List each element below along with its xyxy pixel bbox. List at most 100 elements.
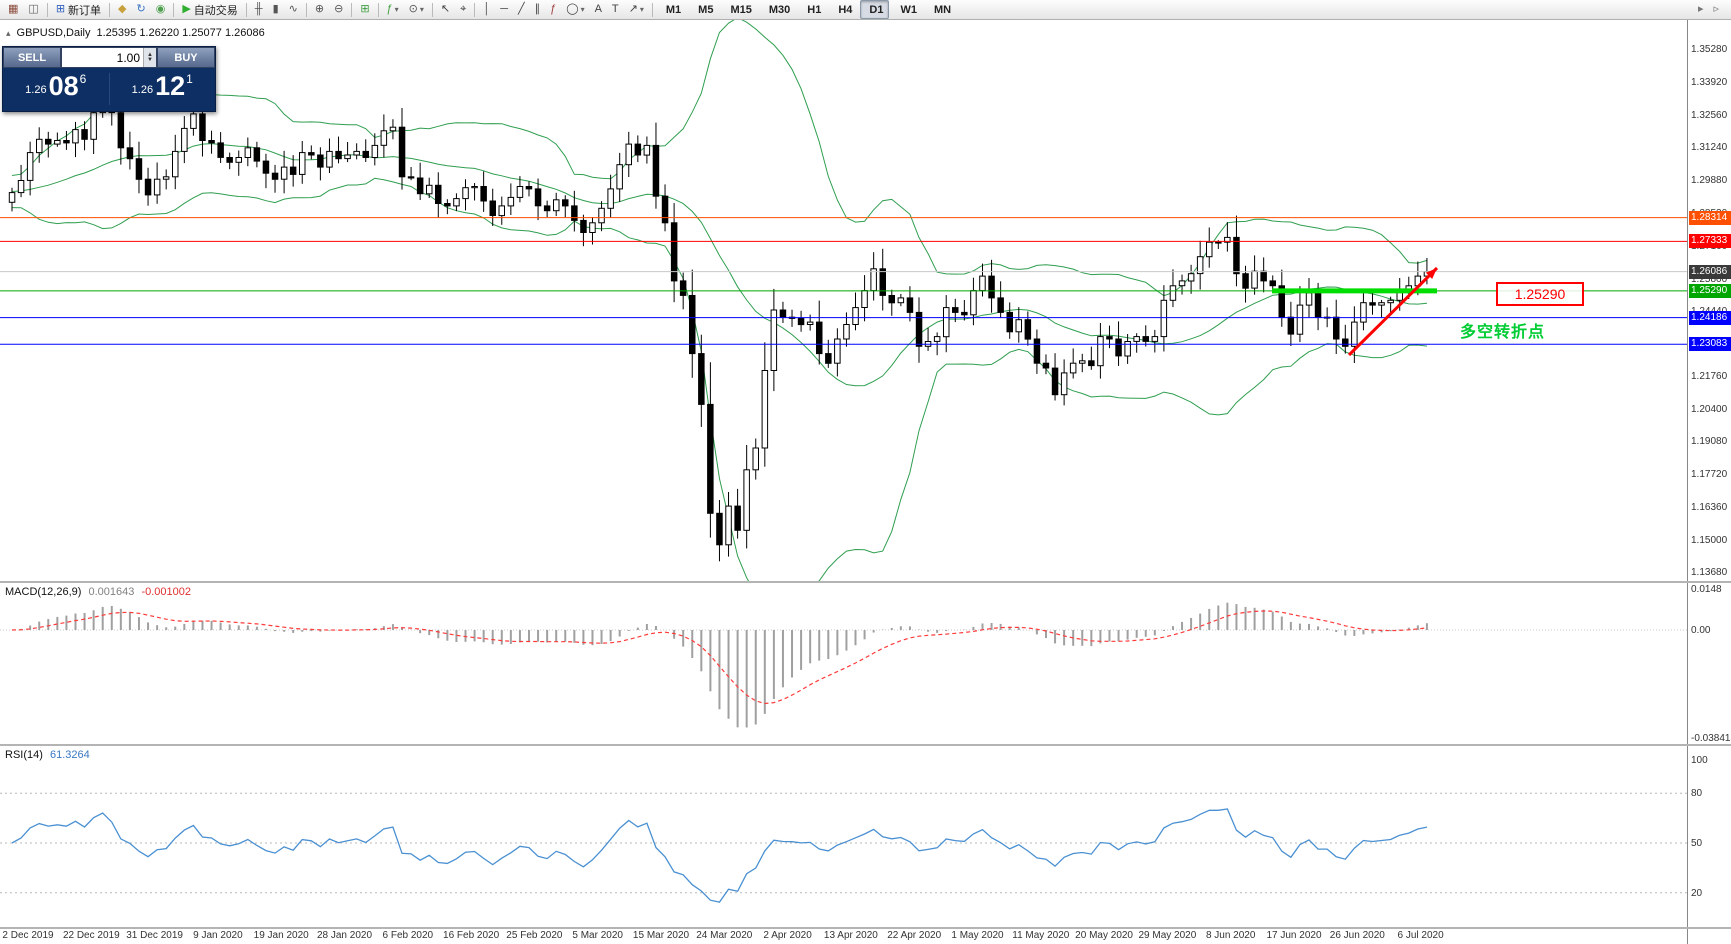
date-label: 20 May 2020	[1075, 930, 1134, 941]
price-badge-resistance-1[interactable]: 1.28314	[1689, 210, 1731, 225]
navigator-icon: ◉	[155, 3, 166, 15]
indicators[interactable]: ƒ ▾	[383, 0, 403, 19]
bollinger-upper	[11, 20, 1428, 297]
tf-m1[interactable]: M1	[657, 0, 687, 19]
tf-m15[interactable]: M15	[721, 0, 757, 19]
price-tick: 1.33920	[1691, 76, 1728, 88]
vertical-line[interactable]: │	[479, 0, 494, 19]
crosshair[interactable]: ⌖	[456, 0, 470, 19]
arrows[interactable]: ↗ ▾	[625, 0, 648, 19]
cursor[interactable]: ↖	[437, 0, 454, 19]
periods[interactable]: ⊙ ▾	[405, 0, 428, 19]
buy-price[interactable]: 1.26 12 1	[110, 72, 216, 106]
buy-button[interactable]: BUY	[157, 47, 215, 68]
fibonacci[interactable]: ƒ	[546, 0, 560, 19]
sell-price[interactable]: 1.26 08 6	[3, 72, 109, 106]
price-tick: 1.35280	[1691, 44, 1728, 55]
volume-value: 1.00	[116, 50, 140, 65]
date-label: 2 Dec 2019	[2, 930, 54, 941]
toolbar-separator	[173, 2, 175, 17]
candles	[8, 81, 1431, 562]
tf-h4[interactable]: H4	[829, 0, 858, 19]
price-axis[interactable]: 1.352801.339201.325601.312401.298801.285…	[1687, 20, 1731, 944]
text-icon: A	[594, 3, 602, 15]
pane-splitter[interactable]	[0, 581, 1731, 583]
tf-m5[interactable]: M5	[689, 0, 719, 19]
price-badge-support-2[interactable]: 1.23083	[1689, 337, 1731, 352]
auto-trading[interactable]: ▶ 自动交易	[178, 0, 241, 19]
toolbar-separator	[109, 2, 111, 17]
horizontal-line[interactable]: ─	[496, 0, 512, 19]
new-order[interactable]: ⊞ 新订单	[52, 0, 105, 19]
chart-line[interactable]: ∿	[285, 0, 302, 19]
date-label: 2 Apr 2020	[763, 930, 812, 941]
collapse-icon[interactable]: ▴	[6, 27, 11, 38]
tile-windows-icon: ⊞	[360, 3, 370, 15]
crosshair-icon: ⌖	[460, 3, 467, 15]
volume-field[interactable]: 1.00 ▲ ▼	[61, 47, 157, 68]
text[interactable]: A	[591, 0, 606, 19]
date-label: 22 Dec 2019	[62, 930, 120, 941]
tf-m30[interactable]: M30	[760, 0, 796, 19]
macd-pane[interactable]: MACD(12,26,9) 0.001643 -0.001002	[0, 583, 1687, 744]
refresh[interactable]: ↻	[133, 0, 150, 19]
chart-candles[interactable]: ▮	[269, 0, 283, 19]
equidistant-channel[interactable]: ∥	[531, 0, 545, 19]
new-order-label: 新订单	[68, 4, 102, 17]
zoom-in[interactable]: ⊕	[311, 0, 328, 19]
price-chart	[0, 20, 1687, 581]
market-watch[interactable]: ◆	[114, 0, 130, 19]
shapes-icon: ◯	[566, 3, 579, 15]
pane-splitter[interactable]	[0, 927, 1731, 929]
macd-name: MACD(12,26,9)	[5, 586, 82, 598]
tf-mn[interactable]: MN	[925, 0, 957, 19]
trendline[interactable]: ╱	[514, 0, 529, 19]
tf-d1[interactable]: D1	[860, 0, 890, 19]
time-axis[interactable]: 2 Dec 2019 22 Dec 2019 31 Dec 2019 9 Jan 20…	[0, 929, 1687, 944]
chart-shift[interactable]: ▸	[1694, 0, 1708, 19]
price-badge-pivot-green[interactable]: 1.25290	[1689, 283, 1731, 298]
price-badge-resistance-2[interactable]: 1.27333	[1689, 234, 1731, 249]
price-annotation-box[interactable]: 1.25290	[1496, 282, 1584, 306]
chart-shift-icon: ▸	[1697, 3, 1704, 15]
bollinger-lower	[11, 177, 1427, 581]
toolbar-right-group: ▸ ▹	[1693, 0, 1724, 19]
volume-down-icon[interactable]: ▼	[147, 56, 153, 63]
volume-spinner[interactable]: ▲ ▼	[143, 48, 156, 67]
toolbar-separator	[431, 2, 433, 17]
navigator[interactable]: ◉	[152, 0, 170, 19]
volume-up-icon[interactable]: ▲	[147, 51, 153, 58]
auto-trading-icon: ▶	[182, 3, 191, 15]
sell-price-big: 08	[48, 71, 79, 101]
tf-h1[interactable]: H1	[798, 0, 827, 19]
macd-axis-label: 0.0148	[1691, 583, 1722, 595]
rsi-pane[interactable]: RSI(14) 61.3264	[0, 746, 1687, 927]
shapes[interactable]: ◯ ▾	[562, 0, 588, 19]
pane-splitter[interactable]	[0, 744, 1731, 746]
price-badge-support-1[interactable]: 1.24186	[1689, 310, 1731, 325]
chart-profiles-icon: ◫	[28, 3, 39, 15]
auto-scroll[interactable]: ▹	[1709, 0, 1723, 19]
sell-price-prefix: 1.26	[25, 84, 47, 96]
chart-bars[interactable]: ╫	[251, 0, 267, 19]
tile-windows[interactable]: ⊞	[356, 0, 373, 19]
new-chart[interactable]: ▦	[4, 0, 22, 19]
tf-mn-label: MN	[933, 3, 952, 16]
chart-profiles[interactable]: ◫	[24, 0, 42, 19]
date-label: 22 Apr 2020	[887, 930, 942, 941]
date-label: 9 Jan 2020	[193, 930, 243, 941]
zoom-out[interactable]: ⊖	[330, 0, 347, 19]
tf-w1[interactable]: W1	[891, 0, 923, 19]
equidistant-channel-icon: ∥	[534, 3, 541, 15]
trend-arrow-line[interactable]	[1347, 266, 1439, 357]
toolbar-separator	[46, 2, 48, 17]
text-label[interactable]: T	[608, 0, 623, 19]
main-chart-pane[interactable]: ▴ GBPUSD,Daily 1.25395 1.26220 1.25077 1…	[0, 20, 1687, 581]
sell-button[interactable]: SELL	[3, 47, 61, 68]
periods-dropdown-icon: ▾	[419, 5, 424, 14]
bollinger-middle	[11, 143, 1427, 387]
date-label: 29 May 2020	[1138, 930, 1197, 941]
macd-axis-label: -0.038415	[1691, 732, 1731, 744]
indicators-icon: ƒ	[386, 3, 393, 15]
price-badge-current-price[interactable]: 1.26086	[1689, 264, 1731, 279]
